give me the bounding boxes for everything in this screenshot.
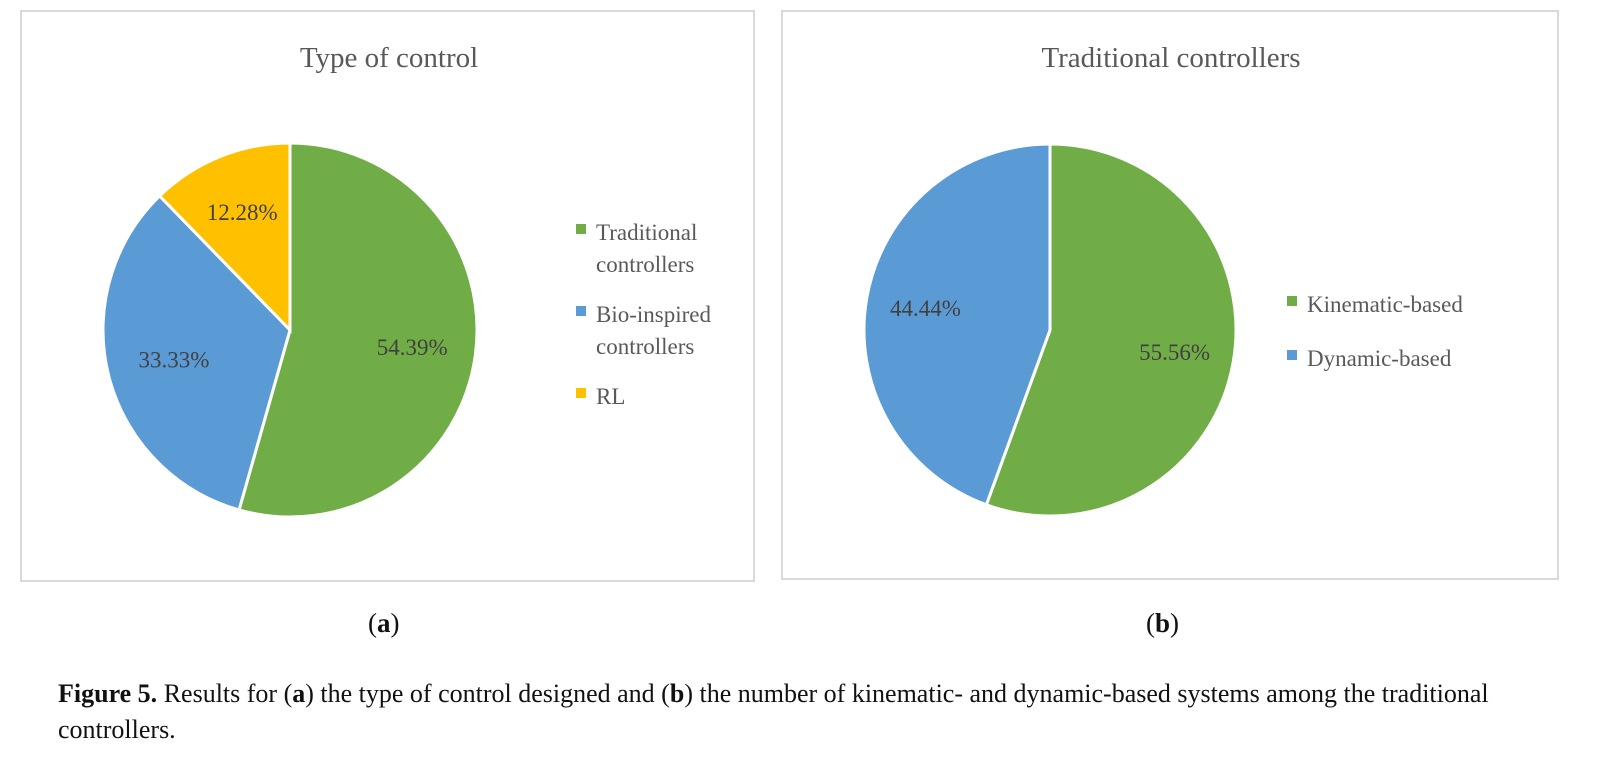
legend-item-traditional-controllers: Traditional controllers bbox=[596, 220, 697, 277]
figure-caption: Figure 5. Results for (a) the type of co… bbox=[58, 679, 1489, 744]
chart-panel-b: Traditional controllers 55.56% 44.44% Kine… bbox=[781, 10, 1559, 580]
legend-swatch-dynamic-based bbox=[1287, 350, 1297, 360]
chart-title: Type of control bbox=[300, 42, 478, 74]
chart-title: Traditional controllers bbox=[1041, 42, 1300, 74]
slice-value-label: 12.28% bbox=[207, 200, 278, 225]
slice-value-label: 54.39% bbox=[377, 335, 448, 360]
caption-label: Figure 5. bbox=[58, 679, 158, 708]
pie-slice-bio-inspired-controllers bbox=[101, 193, 292, 512]
pie-slice-dynamic-based bbox=[862, 142, 1052, 507]
pie-slice-kinematic-based bbox=[984, 142, 1238, 518]
pie-slice-rl bbox=[157, 141, 292, 334]
slice-value-label: 33.33% bbox=[139, 347, 210, 372]
legend-item-bio-inspired-controllers: Bio-inspired controllers bbox=[596, 302, 711, 359]
legend-item-kinematic-based: Kinematic-based bbox=[1307, 292, 1463, 317]
pie-chart-a: Type of control 54.39% 33.33% 12.28% Tradit… bbox=[101, 42, 711, 519]
legend-swatch-kinematic-based bbox=[1287, 296, 1297, 306]
subfigure-label-b: (b) bbox=[1146, 608, 1180, 638]
pie-chart-b: Traditional controllers 55.56% 44.44% Kine… bbox=[862, 42, 1463, 518]
legend-swatch-traditional-controllers bbox=[576, 224, 586, 234]
legend-item-rl: RL bbox=[596, 384, 625, 409]
chart-panel-a: Type of control 54.39% 33.33% 12.28% Tradit… bbox=[20, 10, 755, 582]
legend-swatch-rl bbox=[576, 388, 586, 398]
subfigure-label-a: (a) bbox=[368, 608, 400, 638]
legend-item-dynamic-based: Dynamic-based bbox=[1307, 346, 1452, 371]
pie-slice-traditional-controllers bbox=[237, 141, 479, 519]
slice-value-label: 55.56% bbox=[1139, 340, 1210, 365]
slice-value-label: 44.44% bbox=[890, 296, 961, 321]
legend-swatch-bio-inspired-controllers bbox=[576, 306, 586, 316]
